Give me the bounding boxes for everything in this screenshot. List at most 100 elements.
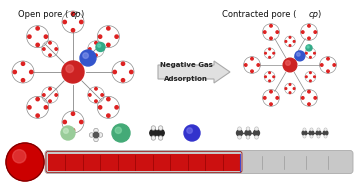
Circle shape (49, 54, 51, 57)
Circle shape (310, 48, 311, 50)
Circle shape (66, 65, 74, 73)
Circle shape (316, 131, 321, 135)
Circle shape (150, 129, 157, 137)
Circle shape (289, 84, 291, 85)
Circle shape (270, 90, 272, 93)
Circle shape (151, 136, 156, 140)
Circle shape (238, 127, 241, 131)
Circle shape (36, 27, 39, 30)
Circle shape (157, 129, 164, 137)
Circle shape (270, 25, 272, 27)
Text: ): ) (317, 10, 320, 19)
Circle shape (28, 35, 31, 38)
Circle shape (251, 70, 253, 73)
Polygon shape (77, 153, 86, 170)
Circle shape (237, 130, 242, 136)
Text: Contracted pore (: Contracted pore ( (222, 10, 296, 19)
Circle shape (115, 127, 121, 133)
Circle shape (302, 131, 307, 135)
Circle shape (257, 64, 260, 66)
Circle shape (55, 94, 57, 96)
Circle shape (96, 43, 105, 51)
Text: Negative Gas: Negative Gas (160, 62, 212, 68)
Circle shape (310, 57, 311, 58)
Polygon shape (163, 153, 173, 170)
Circle shape (187, 128, 192, 133)
Circle shape (89, 48, 91, 50)
Circle shape (276, 97, 278, 99)
Circle shape (255, 127, 258, 131)
Circle shape (310, 135, 313, 138)
Circle shape (309, 131, 314, 135)
Circle shape (44, 35, 47, 38)
Circle shape (314, 76, 315, 78)
Circle shape (49, 88, 51, 90)
Circle shape (21, 62, 25, 65)
Circle shape (184, 125, 200, 141)
Circle shape (21, 79, 25, 82)
Circle shape (36, 43, 39, 46)
Polygon shape (154, 153, 163, 170)
Text: Adsorption: Adsorption (164, 76, 208, 82)
Circle shape (327, 57, 329, 60)
Circle shape (71, 112, 75, 115)
Circle shape (97, 44, 101, 47)
Text: cp: cp (309, 10, 319, 19)
Circle shape (317, 128, 320, 131)
Circle shape (246, 127, 250, 131)
Circle shape (323, 131, 328, 135)
Circle shape (94, 137, 98, 142)
Circle shape (289, 45, 291, 46)
Circle shape (36, 114, 39, 117)
Polygon shape (192, 153, 202, 170)
Circle shape (107, 114, 110, 117)
Circle shape (245, 130, 251, 136)
Circle shape (159, 126, 163, 130)
Circle shape (159, 136, 163, 140)
Circle shape (12, 150, 26, 163)
Circle shape (98, 133, 103, 137)
Circle shape (324, 128, 327, 131)
Circle shape (314, 97, 317, 99)
Circle shape (251, 57, 253, 60)
Circle shape (101, 48, 104, 50)
Circle shape (95, 42, 97, 44)
Circle shape (80, 120, 83, 124)
Circle shape (93, 132, 99, 138)
Circle shape (61, 126, 75, 140)
Circle shape (333, 64, 336, 66)
Circle shape (55, 48, 57, 50)
Circle shape (293, 88, 295, 89)
FancyArrow shape (158, 61, 230, 83)
Circle shape (95, 88, 97, 90)
Circle shape (301, 97, 304, 99)
Circle shape (263, 97, 266, 99)
Circle shape (324, 135, 327, 138)
Circle shape (101, 94, 104, 96)
Polygon shape (211, 153, 221, 170)
Circle shape (64, 129, 68, 133)
Polygon shape (48, 153, 57, 170)
Circle shape (285, 41, 287, 42)
Circle shape (289, 92, 291, 93)
Polygon shape (230, 153, 240, 170)
Circle shape (95, 100, 97, 102)
Circle shape (89, 94, 91, 96)
Circle shape (263, 31, 266, 33)
Polygon shape (125, 153, 134, 170)
Circle shape (276, 31, 278, 33)
Circle shape (303, 135, 306, 138)
Circle shape (13, 70, 16, 74)
Circle shape (253, 130, 260, 136)
Circle shape (307, 46, 309, 48)
Polygon shape (134, 153, 144, 170)
Circle shape (63, 20, 66, 24)
Circle shape (295, 51, 305, 61)
Circle shape (107, 43, 110, 46)
Circle shape (238, 135, 241, 139)
Circle shape (112, 124, 130, 142)
Circle shape (42, 94, 45, 96)
Circle shape (269, 48, 270, 50)
Circle shape (301, 31, 304, 33)
Text: ): ) (80, 10, 83, 19)
